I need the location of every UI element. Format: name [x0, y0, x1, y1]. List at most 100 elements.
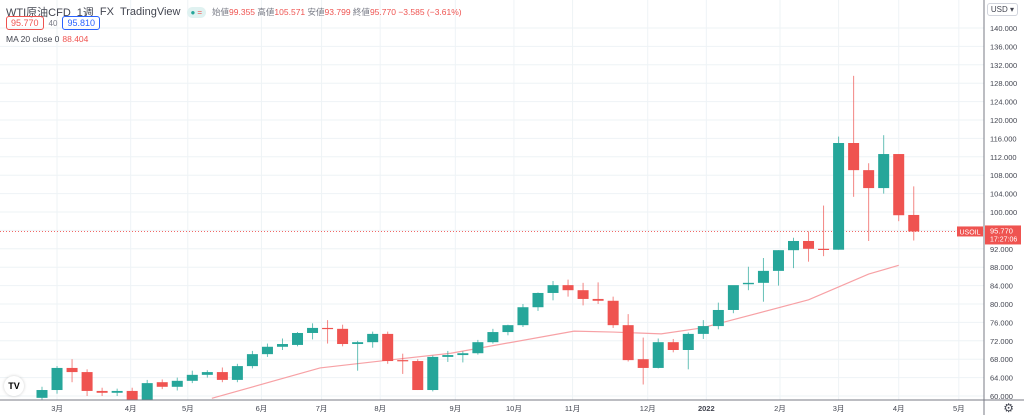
settings-gear-icon[interactable]: ⚙ [1003, 401, 1014, 415]
candle-down [337, 328, 349, 345]
time-axis [0, 400, 1024, 415]
symbol-tag-box [957, 226, 983, 237]
price-tick-label: 64.000 [990, 374, 1013, 383]
price-tick-label: 84.000 [990, 282, 1013, 291]
close-label: 終値 [352, 7, 370, 17]
buy-button[interactable]: 95.810 [62, 16, 100, 30]
tradingview-logo-icon[interactable]: TV [4, 376, 24, 396]
time-tick-label: 6月 [256, 404, 268, 413]
symbol-tag: USOIL [959, 229, 980, 236]
candle-down [96, 390, 108, 393]
price-tick-label: 92.000 [990, 245, 1013, 254]
candle-up [307, 327, 319, 333]
low-value: 93.799 [324, 7, 351, 17]
price-axis [984, 0, 1024, 415]
candle-up [652, 342, 664, 368]
price-tick-label: 68.000 [990, 355, 1013, 364]
candle-up [141, 383, 153, 401]
price-tick-label: 80.000 [990, 300, 1013, 309]
candle-up [276, 344, 288, 347]
time-tick-label: 2月 [774, 404, 786, 413]
candle-up [36, 390, 48, 398]
candle-down [216, 372, 228, 380]
price-tick-label: 124.000 [990, 98, 1017, 107]
ma20-line [211, 264, 899, 399]
high-label: 高値 [257, 7, 275, 17]
candle-down [803, 240, 815, 249]
price-tick-label: 140.000 [990, 24, 1017, 33]
ohlc-values: 始値99.355 高値105.571 安値93.799 終値95.770 −3.… [212, 6, 462, 18]
spread: 40 [48, 18, 58, 28]
change-value: −3.585 (−3.61%) [398, 7, 462, 17]
low-label: 安値 [307, 7, 325, 17]
candle-down [607, 300, 619, 326]
time-tick-label: 2022 [698, 404, 715, 413]
candle-up [727, 285, 739, 310]
candle-down [637, 359, 649, 368]
sell-button[interactable]: 95.770 [6, 16, 44, 30]
ma-indicator-legend[interactable]: MA 20 close 0 88.404 [6, 34, 88, 44]
time-tick-label: 4月 [125, 404, 137, 413]
candle-down [818, 248, 830, 250]
candle-up [367, 333, 379, 343]
price-tick-label: 136.000 [990, 42, 1017, 51]
last-price-label: 95.770 [990, 226, 1013, 235]
candle-up [427, 356, 439, 391]
candle-up [682, 333, 694, 350]
candle-down [382, 333, 394, 362]
candle-up [878, 154, 890, 189]
time-tick-label: 12月 [640, 404, 656, 413]
candle-up [246, 354, 258, 367]
candle-down [156, 382, 168, 387]
time-tick-label: 4月 [893, 404, 905, 413]
time-tick-label: 5月 [953, 404, 965, 413]
price-tick-label: 116.000 [990, 134, 1017, 143]
candle-down [893, 154, 905, 216]
candle-up [697, 326, 709, 334]
time-tick-label: 3月 [833, 404, 845, 413]
candle-up [502, 325, 514, 333]
ma-value: 88.404 [62, 34, 89, 44]
candle-up [292, 332, 304, 345]
candle-down [592, 298, 604, 301]
price-tick-label: 100.000 [990, 208, 1017, 217]
time-tick-label: 7月 [316, 404, 328, 413]
candle-up [51, 367, 63, 391]
candle-up [532, 292, 544, 308]
candle-up [517, 307, 529, 326]
price-tick-label: 112.000 [990, 153, 1017, 162]
data-source: TradingView [119, 6, 181, 18]
candle-down [908, 214, 920, 232]
candle-down [412, 361, 424, 391]
price-tick-label: 76.000 [990, 318, 1013, 327]
candle-down [667, 342, 679, 350]
time-tick-label: 11月 [565, 404, 580, 413]
time-tick-label: 9月 [449, 404, 461, 413]
open-label: 始値 [212, 7, 230, 17]
legend-toggle-icon[interactable]: ● = [186, 6, 207, 18]
candle-up [352, 342, 364, 345]
candle-up [772, 250, 784, 271]
candle-up [742, 282, 754, 285]
candle-down [81, 372, 93, 391]
price-tick-label: 60.000 [990, 392, 1013, 401]
price-tick-label: 88.000 [990, 263, 1013, 272]
candle-down [397, 360, 409, 362]
candle-down [622, 325, 634, 361]
currency-select[interactable]: USD ▾ [986, 3, 1018, 16]
candle-up [201, 372, 213, 375]
candle-down [66, 367, 78, 373]
price-tick-label: 108.000 [990, 171, 1017, 180]
candle-down [863, 170, 875, 189]
ma-label: MA 20 close 0 [6, 34, 60, 44]
time-tick-label: 5月 [182, 404, 194, 413]
candle-down [562, 285, 574, 291]
candle-up [442, 355, 454, 357]
price-tick-label: 72.000 [990, 337, 1013, 346]
candle-up [788, 240, 799, 251]
last-price-box [985, 225, 1021, 245]
bar-countdown: 17:27:06 [990, 236, 1017, 243]
time-tick-label: 8月 [374, 404, 386, 413]
